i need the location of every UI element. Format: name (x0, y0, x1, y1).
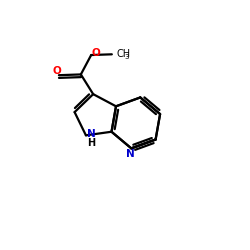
Text: O: O (92, 48, 100, 58)
Text: N: N (87, 129, 96, 139)
Text: O: O (52, 66, 61, 76)
Text: N: N (126, 149, 134, 159)
Text: 3: 3 (125, 54, 129, 60)
Text: CH: CH (116, 49, 130, 59)
Text: H: H (88, 138, 96, 148)
